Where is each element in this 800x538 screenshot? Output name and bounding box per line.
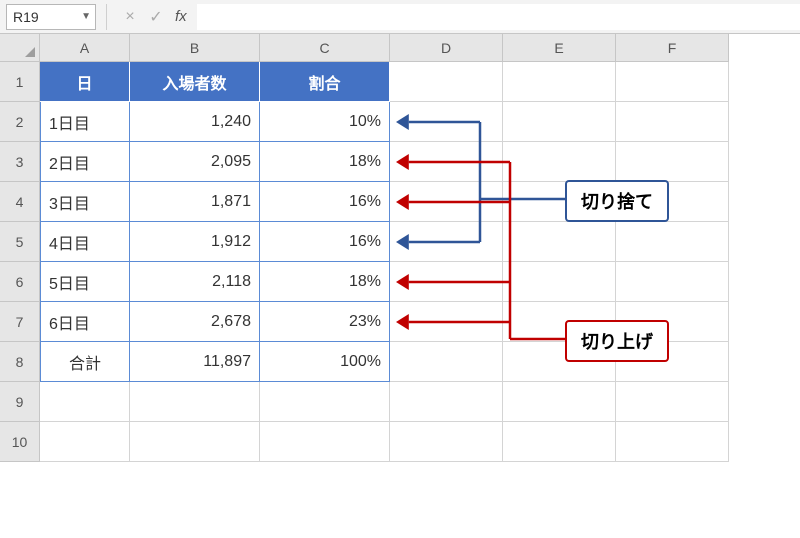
row-8: 8合計11,897100% [0, 342, 800, 382]
cell-pct-5[interactable]: 16% [260, 222, 390, 262]
cell-3-F[interactable] [616, 142, 729, 182]
cell-1-E[interactable] [503, 62, 616, 102]
row-header-9[interactable]: 9 [0, 382, 40, 422]
row-4: 43日目1,87116% [0, 182, 800, 222]
cell-9-A[interactable] [40, 382, 130, 422]
cell-pct-6[interactable]: 18% [260, 262, 390, 302]
row-header-10[interactable]: 10 [0, 422, 40, 462]
cell-5-E[interactable] [503, 222, 616, 262]
cell-7-D[interactable] [390, 302, 503, 342]
cell-6-E[interactable] [503, 262, 616, 302]
cell-9-C[interactable] [260, 382, 390, 422]
cell-9-B[interactable] [130, 382, 260, 422]
cell-10-E[interactable] [503, 422, 616, 462]
cell-4-D[interactable] [390, 182, 503, 222]
row-5: 54日目1,91216% [0, 222, 800, 262]
column-header-F[interactable]: F [616, 34, 729, 62]
row-header-1[interactable]: 1 [0, 62, 40, 102]
cell-6-F[interactable] [616, 262, 729, 302]
column-header-C[interactable]: C [260, 34, 390, 62]
row-header-8[interactable]: 8 [0, 342, 40, 382]
row-header-3[interactable]: 3 [0, 142, 40, 182]
row-9: 9 [0, 382, 800, 422]
formula-input[interactable] [197, 4, 800, 30]
cell-day-4[interactable]: 3日目 [40, 182, 130, 222]
cell-3-E[interactable] [503, 142, 616, 182]
row-1: 1日入場者数割合 [0, 62, 800, 102]
cell-pct-7[interactable]: 23% [260, 302, 390, 342]
cell-total-pct[interactable]: 100% [260, 342, 390, 382]
cell-2-E[interactable] [503, 102, 616, 142]
column-header-B[interactable]: B [130, 34, 260, 62]
fx-icon[interactable]: fx [169, 8, 187, 25]
callout-roundup-text: 切り上げ [581, 332, 653, 352]
cell-2-D[interactable] [390, 102, 503, 142]
name-box-value: R19 [13, 9, 39, 25]
cell-total-label[interactable]: 合計 [40, 342, 130, 382]
cell-6-D[interactable] [390, 262, 503, 302]
cell-10-A[interactable] [40, 422, 130, 462]
separator [106, 4, 107, 30]
name-box[interactable]: R19 ▼ [6, 4, 96, 30]
chevron-down-icon[interactable]: ▼ [81, 11, 91, 22]
cell-day-7[interactable]: 6日目 [40, 302, 130, 342]
cell-visitors-6[interactable]: 2,118 [130, 262, 260, 302]
confirm-icon[interactable]: ✓ [143, 4, 169, 30]
cell-9-F[interactable] [616, 382, 729, 422]
cell-10-D[interactable] [390, 422, 503, 462]
cell-pct-2[interactable]: 10% [260, 102, 390, 142]
cell-day-3[interactable]: 2日目 [40, 142, 130, 182]
cell-visitors-3[interactable]: 2,095 [130, 142, 260, 182]
cancel-icon[interactable]: × [117, 4, 143, 30]
row-header-6[interactable]: 6 [0, 262, 40, 302]
cell-9-D[interactable] [390, 382, 503, 422]
cell-pct-3[interactable]: 18% [260, 142, 390, 182]
worksheet[interactable]: ABCDEF 1日入場者数割合21日目1,24010%32日目2,09518%4… [0, 34, 800, 462]
header-day[interactable]: 日 [40, 62, 130, 102]
column-header-D[interactable]: D [390, 34, 503, 62]
select-all-corner[interactable] [0, 34, 40, 62]
cell-visitors-4[interactable]: 1,871 [130, 182, 260, 222]
cell-9-E[interactable] [503, 382, 616, 422]
cell-pct-4[interactable]: 16% [260, 182, 390, 222]
cell-day-6[interactable]: 5日目 [40, 262, 130, 302]
cell-10-F[interactable] [616, 422, 729, 462]
cell-total-visitors[interactable]: 11,897 [130, 342, 260, 382]
row-2: 21日目1,24010% [0, 102, 800, 142]
row-header-5[interactable]: 5 [0, 222, 40, 262]
cell-8-D[interactable] [390, 342, 503, 382]
cell-visitors-7[interactable]: 2,678 [130, 302, 260, 342]
cell-2-F[interactable] [616, 102, 729, 142]
row-header-2[interactable]: 2 [0, 102, 40, 142]
cell-1-F[interactable] [616, 62, 729, 102]
cell-visitors-2[interactable]: 1,240 [130, 102, 260, 142]
formula-bar: R19 ▼ × ✓ fx [0, 0, 800, 34]
row-7: 76日目2,67823% [0, 302, 800, 342]
cell-visitors-5[interactable]: 1,912 [130, 222, 260, 262]
cell-1-D[interactable] [390, 62, 503, 102]
row-header-4[interactable]: 4 [0, 182, 40, 222]
callout-rounddown-text: 切り捨て [581, 192, 653, 212]
cell-10-C[interactable] [260, 422, 390, 462]
callout-rounddown: 切り捨て [565, 180, 669, 222]
callout-roundup: 切り上げ [565, 320, 669, 362]
column-header-E[interactable]: E [503, 34, 616, 62]
cell-3-D[interactable] [390, 142, 503, 182]
cell-day-2[interactable]: 1日目 [40, 102, 130, 142]
header-visitors[interactable]: 入場者数 [130, 62, 260, 102]
cell-day-5[interactable]: 4日目 [40, 222, 130, 262]
row-header-7[interactable]: 7 [0, 302, 40, 342]
cell-5-F[interactable] [616, 222, 729, 262]
row-10: 10 [0, 422, 800, 462]
cell-5-D[interactable] [390, 222, 503, 262]
header-pct[interactable]: 割合 [260, 62, 390, 102]
cell-10-B[interactable] [130, 422, 260, 462]
column-header-A[interactable]: A [40, 34, 130, 62]
row-3: 32日目2,09518% [0, 142, 800, 182]
column-headers: ABCDEF [0, 34, 800, 62]
row-6: 65日目2,11818% [0, 262, 800, 302]
